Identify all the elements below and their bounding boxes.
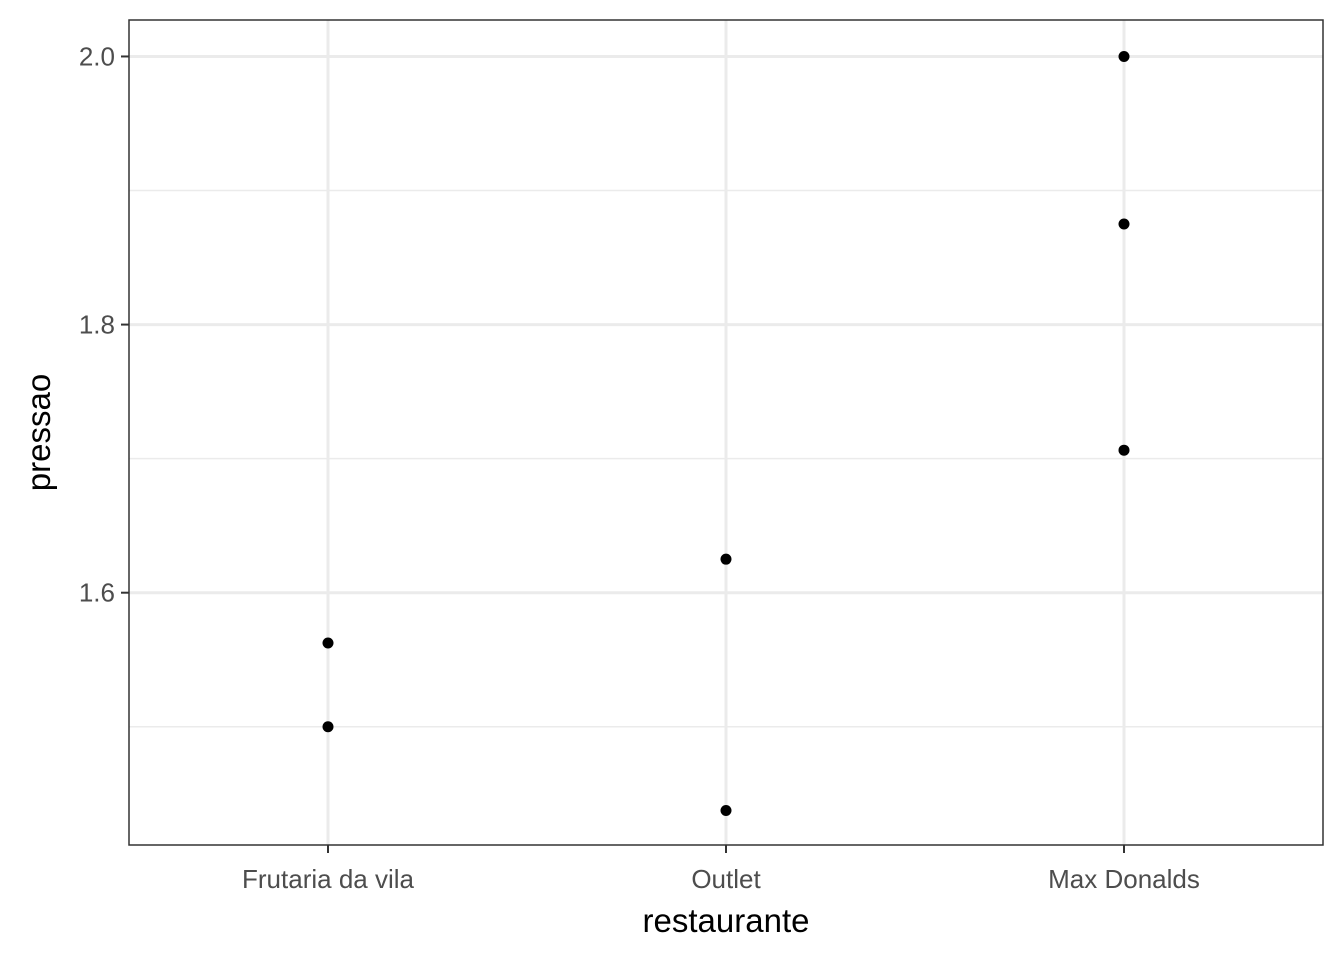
x-axis-title: restaurante [643, 902, 810, 939]
data-point [1118, 50, 1130, 62]
x-tick-label: Frutaria da vila [242, 864, 414, 894]
data-point [720, 805, 732, 817]
x-tick-label: Outlet [691, 864, 761, 894]
data-point [1118, 218, 1130, 230]
data-point [1118, 444, 1130, 456]
data-points [322, 50, 1130, 817]
y-tick-label: 2.0 [79, 41, 115, 71]
y-axis-title: pressao [20, 374, 57, 491]
data-point [322, 637, 334, 649]
y-tick-label: 1.6 [79, 578, 115, 608]
grid-lines [129, 20, 1323, 845]
x-axis: Frutaria da vila Outlet Max Donalds [242, 845, 1200, 894]
y-axis: 1.6 1.8 2.0 [79, 41, 129, 608]
x-tick-label: Max Donalds [1048, 864, 1200, 894]
data-point [720, 553, 732, 565]
data-point [322, 721, 334, 733]
y-tick-label: 1.8 [79, 310, 115, 340]
